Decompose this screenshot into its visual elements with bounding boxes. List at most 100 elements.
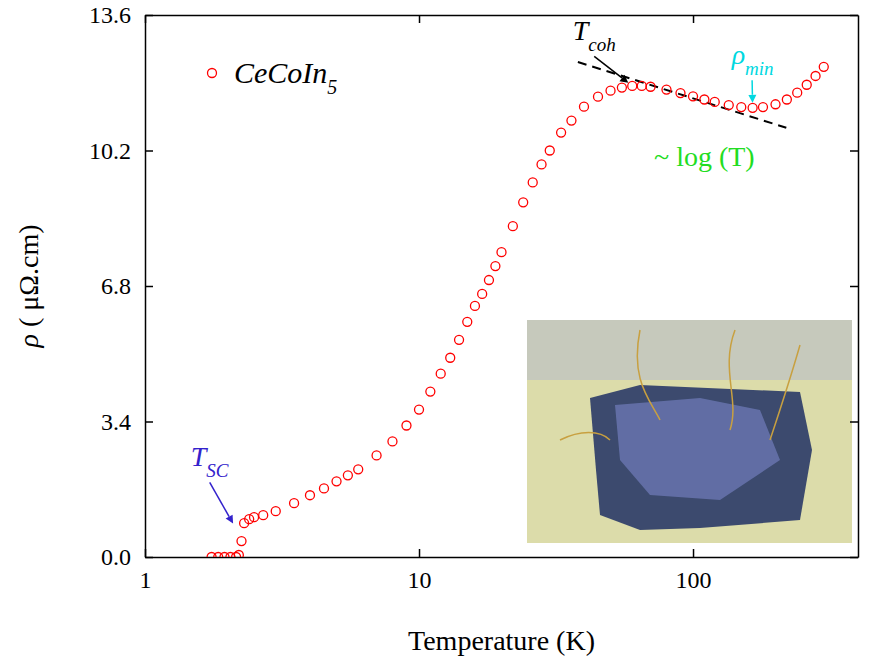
- data-point: [782, 95, 791, 104]
- data-point: [497, 248, 506, 257]
- y-tick-mark: [850, 421, 858, 423]
- data-point: [793, 88, 802, 97]
- y-tick: 10.2: [89, 138, 153, 164]
- inset-wire: [560, 433, 610, 441]
- annotation-subscript: min: [745, 57, 774, 78]
- data-point: [259, 511, 268, 520]
- x-tick: 100: [676, 549, 712, 593]
- annotation-arrowhead: [748, 95, 756, 103]
- inset-sample: [590, 385, 812, 530]
- chart: 1101000.03.46.810.213.6Temperature (K)ρ …: [0, 0, 880, 672]
- y-tick: 0.0: [101, 544, 153, 570]
- x-tick: [419, 15, 420, 23]
- data-point: [528, 178, 537, 187]
- data-point: [271, 507, 280, 516]
- data-point: [354, 465, 363, 474]
- inset-photo: [527, 320, 852, 543]
- data-point: [802, 80, 811, 89]
- annotation-label: Tcoh: [573, 15, 616, 55]
- y-tick: 6.8: [101, 273, 153, 299]
- data-point: [470, 301, 479, 310]
- data-point: [819, 62, 828, 71]
- y-axis-title: ρ ( μΩ.cm): [13, 224, 44, 348]
- data-point: [508, 222, 517, 231]
- data-point: [343, 471, 352, 480]
- y-tick: 3.4: [101, 409, 153, 435]
- x-tick-mark: [693, 15, 695, 23]
- y-tick-label: 10.2: [89, 138, 131, 164]
- data-point: [724, 101, 733, 110]
- annotation-arrowhead: [620, 75, 629, 83]
- inset-background: [527, 320, 852, 543]
- data-point: [234, 551, 243, 557]
- data-point: [415, 405, 424, 414]
- data-point: [290, 499, 299, 508]
- annotation-label: TSC: [191, 441, 229, 481]
- x-tick-mark: [419, 549, 421, 557]
- data-point: [250, 513, 259, 522]
- annotation-arrow: [594, 56, 622, 78]
- y-tick-mark: [145, 421, 153, 423]
- data-point: [689, 92, 698, 101]
- y-tick: [850, 557, 858, 558]
- series: [207, 62, 828, 557]
- data-point: [372, 451, 381, 460]
- data-point: [491, 262, 500, 271]
- data-point: [676, 89, 685, 98]
- data-point: [463, 317, 472, 326]
- y-tick-mark: [850, 286, 858, 288]
- legend: CeCoIn5: [208, 56, 338, 98]
- annotation-text: ρ: [731, 39, 745, 70]
- data-point: [617, 83, 626, 92]
- annotation-subscript: coh: [588, 33, 615, 54]
- y-axis: 0.0 3.4 6.8 10.2 13.6: [89, 2, 153, 570]
- y-tick-mark: [850, 150, 858, 152]
- legend-marker: [208, 69, 217, 78]
- x-tick-mark: [419, 15, 421, 23]
- annotation-arrow: [210, 482, 229, 516]
- data-point: [771, 100, 780, 109]
- data-point: [811, 71, 820, 80]
- data-point: [700, 95, 709, 104]
- x-axis-top: [146, 15, 859, 23]
- y-tick-label: 0.0: [101, 544, 131, 570]
- x-tick: 10: [408, 549, 432, 593]
- data-point: [402, 421, 411, 430]
- x-axis-line: [146, 15, 859, 17]
- y-tick-label: 6.8: [101, 273, 131, 299]
- x-tick: [693, 15, 694, 23]
- legend-label: CeCoIn5: [234, 56, 337, 98]
- data-point: [637, 81, 646, 90]
- annotation-label: ρmin: [731, 39, 774, 79]
- y-tick: [850, 151, 858, 152]
- data-point: [319, 484, 328, 493]
- inset-shade: [527, 320, 852, 380]
- y-tick-label: 13.6: [89, 2, 131, 28]
- data-point: [545, 146, 554, 155]
- y-tick: 13.6: [89, 2, 153, 28]
- y-tick-label: 3.4: [101, 409, 131, 435]
- data-point: [567, 116, 576, 125]
- plot-area: [207, 62, 828, 557]
- data-point: [232, 553, 241, 558]
- data-point: [557, 128, 566, 137]
- data-point: [594, 92, 603, 101]
- x-axis-title: Temperature (K): [408, 625, 595, 656]
- y-tick: [850, 286, 858, 287]
- data-point: [710, 97, 719, 106]
- annotation-arrowhead: [226, 515, 233, 524]
- x-tick-label: 10: [408, 567, 432, 593]
- data-point: [484, 276, 493, 285]
- y-tick: [850, 15, 858, 16]
- data-point: [758, 103, 767, 112]
- annotation-arrow: [751, 80, 753, 95]
- y-tick-mark: [850, 15, 858, 17]
- inset-wire: [770, 345, 800, 440]
- data-point: [737, 103, 746, 112]
- y-tick-mark: [850, 557, 858, 559]
- y-tick-mark: [145, 286, 153, 288]
- x-tick-label: 100: [676, 567, 712, 593]
- y-tick-mark: [145, 15, 153, 17]
- data-point: [579, 102, 588, 111]
- y-tick-mark: [145, 150, 153, 152]
